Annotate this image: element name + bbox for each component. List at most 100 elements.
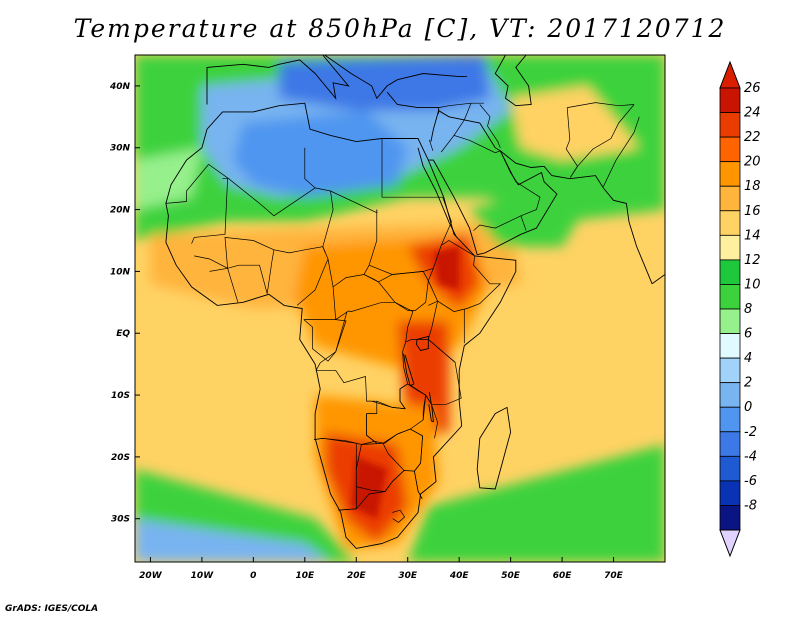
colorbar-label: 18	[744, 179, 761, 194]
lon-label: 60E	[553, 571, 573, 581]
border-sudan-eritrea	[440, 197, 452, 246]
madagascar-coastline	[476, 406, 512, 490]
colorbar-box	[719, 136, 741, 163]
field-indian-ocean-green	[407, 444, 665, 562]
colorbar-label: 0	[744, 400, 752, 415]
border-yemen-oman	[520, 215, 527, 231]
border-south-africa	[338, 470, 423, 511]
colorbar-box	[719, 185, 741, 212]
border-turkey-syria	[438, 102, 484, 108]
colorbar-label: -4	[744, 449, 757, 464]
field-arabia-green	[469, 160, 614, 247]
border-egypt-israel	[428, 139, 434, 151]
border-westafrica-2	[194, 255, 239, 303]
border-libya-west	[304, 147, 316, 189]
lon-label: 50E	[501, 571, 521, 581]
border-algeria-mali	[208, 164, 316, 217]
persian-gulf-coast	[500, 150, 653, 284]
lat-label: 40N	[109, 82, 131, 92]
colorbar-box	[719, 161, 741, 187]
field-sahara-blue	[232, 110, 408, 198]
colorbar-label: -8	[744, 498, 757, 513]
latitude-labels: 40N 30N 20N 10N EQ 10S 20S 30S	[109, 82, 140, 525]
border-westafrica-1	[209, 264, 268, 294]
map-panel	[135, 55, 665, 562]
lon-label: 20W	[139, 571, 163, 581]
border-libya-chad	[315, 187, 378, 214]
border-pakistan	[570, 104, 635, 178]
field-kalahari-core	[351, 456, 388, 519]
colorbar-label: 20	[744, 155, 761, 170]
lat-label: 10N	[110, 267, 131, 277]
map-frame	[134, 54, 666, 563]
border-malawi	[422, 394, 438, 439]
colorbar-box	[719, 210, 741, 236]
colorbar-box	[719, 505, 741, 531]
colorbar-box	[719, 480, 741, 506]
colorbar-label: -2	[744, 425, 757, 440]
colorbar-label: 22	[744, 130, 761, 145]
country-borders	[165, 55, 665, 549]
border-iraq-iran	[479, 104, 501, 148]
colorbar-box	[719, 406, 741, 433]
border-sudan-south	[368, 264, 434, 275]
lat-label: 30N	[110, 144, 131, 154]
colorbar-label: 14	[744, 228, 761, 243]
lon-label: 70E	[604, 571, 624, 581]
colorbar-box	[719, 284, 741, 310]
border-zimbabwe	[382, 428, 423, 472]
field-ethiopia-core	[433, 246, 460, 290]
border-nigeria	[266, 246, 329, 306]
colorbar-label: 2	[744, 376, 752, 391]
red-sea-west-coast	[417, 147, 458, 238]
lat-label: 20N	[110, 206, 131, 216]
lon-label: 20E	[347, 571, 367, 581]
colorbar-box	[719, 259, 741, 285]
colorbar-box	[719, 357, 741, 384]
colorbar-box	[719, 234, 741, 261]
border-afghanistan	[567, 102, 635, 108]
colorbar-box	[719, 431, 741, 457]
colorbar-label: 10	[744, 277, 761, 292]
africa-coastline	[165, 102, 517, 549]
map-title: Temperature at 850hPa [C], VT: 201712071…	[73, 14, 727, 43]
border-saudi	[440, 134, 541, 231]
nile-lake-victoria	[416, 335, 429, 352]
border-mali-mauritania	[191, 178, 228, 244]
europe-coastline	[206, 55, 467, 105]
colorbar-top-triangle	[719, 60, 741, 89]
credit-label: GrADS: IGES/COLA	[5, 604, 99, 614]
colorbar-label: 12	[744, 253, 761, 268]
lon-label: 0	[250, 571, 256, 581]
field-iran-warm	[510, 85, 640, 161]
border-congo-gabon	[303, 319, 347, 362]
india-east-coast	[651, 234, 665, 285]
colorbar-label: 6	[744, 327, 752, 342]
lat-label: EQ	[116, 329, 130, 339]
colorbar-label: -6	[744, 474, 757, 489]
longitude-labels: 20W 10W 0 10E 20E 30E 40E 50E 60E 70E	[139, 557, 624, 581]
lake-tanganyika	[403, 353, 415, 387]
turkey-coastline	[386, 91, 440, 114]
colorbar-box	[719, 382, 741, 408]
border-mauritania-north	[165, 164, 209, 204]
colorbar-box	[719, 333, 741, 359]
lat-label: 20S	[111, 453, 130, 463]
colorbar-box	[719, 87, 741, 113]
field-atlantic-pale	[135, 147, 202, 210]
colorbar-box	[719, 112, 741, 138]
colorbar-label: 8	[744, 302, 752, 317]
border-westafrica-3	[224, 237, 275, 269]
caspian-coastline	[494, 55, 532, 107]
border-cameroon-car	[303, 258, 337, 320]
colorbar-bottom-triangle	[719, 529, 741, 558]
field-south-ocean-blue	[135, 518, 331, 562]
colorbar-label: 26	[744, 81, 761, 96]
border-ethiopia	[427, 240, 502, 312]
field-med-cold	[279, 55, 490, 111]
colorbar-boxes	[719, 87, 741, 531]
lake-malawi	[428, 391, 434, 423]
